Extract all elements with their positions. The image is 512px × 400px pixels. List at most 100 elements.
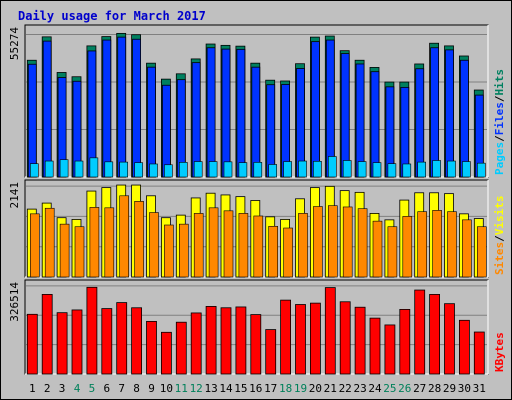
bar-files-day-23 <box>355 63 365 178</box>
day-label-17: 17 <box>264 382 277 395</box>
bar-sites-day-20 <box>313 206 323 278</box>
bar-pages-day-26 <box>402 163 412 178</box>
day-label-11: 11 <box>175 382 188 395</box>
bar-sites-day-17 <box>268 225 279 278</box>
bar-sites-day-27 <box>417 211 428 278</box>
bar-files-day-10 <box>161 84 171 178</box>
bar-kbytes-day-26 <box>399 308 411 375</box>
bar-sites-day-5 <box>89 207 100 278</box>
day-label-19: 19 <box>294 382 307 395</box>
bar-kbytes-day-20 <box>309 302 321 375</box>
bar-pages-day-3 <box>59 159 69 178</box>
bar-kbytes-day-3 <box>56 312 68 375</box>
day-label-1: 1 <box>29 382 36 395</box>
day-label-24: 24 <box>368 382 382 395</box>
bar-files-day-24 <box>370 71 380 178</box>
bar-sites-day-3 <box>59 223 70 278</box>
day-label-14: 14 <box>219 382 233 395</box>
bar-sites-day-30 <box>462 219 472 278</box>
bar-sites-day-25 <box>387 226 398 278</box>
legend-entry: Hits <box>493 69 506 96</box>
bar-sites-day-23 <box>357 208 368 278</box>
day-label-16: 16 <box>249 382 262 395</box>
bar-pages-day-13 <box>208 161 218 178</box>
bar-pages-day-7 <box>119 161 128 178</box>
bar-files-day-28 <box>430 47 440 178</box>
day-label-5: 5 <box>89 382 96 395</box>
day-label-21: 21 <box>324 382 337 395</box>
legend-entry: Files <box>493 102 506 135</box>
bar-files-day-27 <box>415 68 425 178</box>
bar-pages-day-17 <box>268 164 278 178</box>
bar-sites-day-21 <box>327 205 338 278</box>
day-label-8: 8 <box>133 382 140 395</box>
bar-pages-day-24 <box>372 162 382 178</box>
legend-entry: / <box>493 135 506 142</box>
bar-kbytes-day-14 <box>220 307 232 375</box>
bar-files-day-13 <box>206 47 216 178</box>
bar-kbytes-day-23 <box>354 306 366 375</box>
bar-pages-day-15 <box>238 162 248 178</box>
bar-sites-day-11 <box>179 223 189 278</box>
bar-files-day-20 <box>310 41 320 178</box>
bar-pages-day-1 <box>29 163 39 178</box>
bar-files-day-19 <box>296 68 305 178</box>
ymax-label-visits-sites: 2141 <box>8 182 21 209</box>
bar-sites-day-26 <box>402 216 413 278</box>
bar-pages-day-16 <box>253 162 263 178</box>
bar-pages-day-18 <box>283 161 292 178</box>
bar-sites-day-1 <box>29 213 40 278</box>
day-label-15: 15 <box>234 382 247 395</box>
legend-hits-files-pages: Pages/Files/Hits <box>493 69 506 175</box>
bar-files-day-17 <box>266 84 276 178</box>
bar-kbytes-day-27 <box>414 289 426 375</box>
bar-kbytes-day-5 <box>86 286 98 375</box>
day-label-23: 23 <box>353 382 366 395</box>
bar-pages-day-10 <box>164 164 173 178</box>
bar-kbytes-day-15 <box>235 306 247 375</box>
bar-kbytes-day-4 <box>71 309 83 375</box>
bar-kbytes-day-13 <box>205 306 217 375</box>
bar-files-day-6 <box>102 39 112 178</box>
bar-pages-day-11 <box>179 162 188 178</box>
bar-files-day-29 <box>445 49 454 178</box>
legend-visits-sites: Sites/Visits <box>493 196 506 276</box>
bar-pages-day-20 <box>313 161 322 178</box>
bar-kbytes-day-22 <box>339 301 351 375</box>
bar-files-day-7 <box>117 36 127 178</box>
legend-kbytes: KBytes <box>493 332 506 372</box>
bar-kbytes-day-30 <box>458 319 470 375</box>
bar-files-day-15 <box>236 48 246 178</box>
bar-kbytes-day-25 <box>384 324 396 375</box>
bar-pages-day-14 <box>223 161 233 178</box>
ymax-label-kbytes: 326514 <box>8 282 21 322</box>
bar-pages-day-29 <box>447 160 456 178</box>
bar-kbytes-day-24 <box>369 317 381 375</box>
bar-sites-day-14 <box>223 210 234 278</box>
day-label-30: 30 <box>458 382 471 395</box>
day-label-20: 20 <box>309 382 322 395</box>
bar-pages-day-6 <box>104 161 114 178</box>
bar-files-day-2 <box>42 40 52 178</box>
bar-sites-day-13 <box>208 207 219 278</box>
bar-files-day-30 <box>459 59 469 178</box>
bar-kbytes-day-1 <box>26 313 38 375</box>
bar-pages-day-19 <box>298 160 307 178</box>
bar-sites-day-9 <box>149 212 159 278</box>
bar-pages-day-28 <box>432 160 441 178</box>
bar-pages-day-23 <box>357 161 367 178</box>
bar-files-day-1 <box>27 63 37 178</box>
bar-files-day-8 <box>132 38 142 178</box>
day-label-7: 7 <box>118 382 125 395</box>
day-label-25: 25 <box>383 382 396 395</box>
day-label-6: 6 <box>103 382 110 395</box>
day-label-26: 26 <box>398 382 411 395</box>
bar-kbytes-day-29 <box>444 303 455 375</box>
bar-kbytes-day-21 <box>324 287 336 375</box>
bar-kbytes-day-11 <box>175 321 187 375</box>
bar-kbytes-day-2 <box>41 294 53 375</box>
bar-sites-day-10 <box>164 224 174 278</box>
bar-sites-day-31 <box>476 226 487 278</box>
bar-pages-day-21 <box>327 156 337 178</box>
